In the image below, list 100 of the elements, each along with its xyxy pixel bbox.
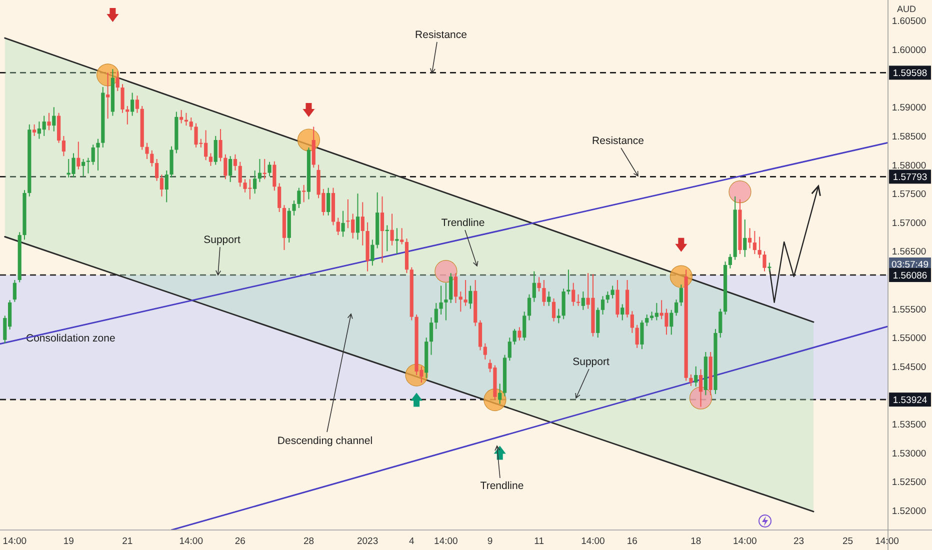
candlestick bbox=[600, 296, 605, 316]
candlestick bbox=[566, 269, 570, 295]
annotation: Resistance bbox=[592, 135, 644, 147]
candlestick bbox=[370, 239, 374, 266]
candlestick bbox=[694, 366, 698, 388]
candlestick bbox=[635, 324, 639, 348]
x-tick-label: 9 bbox=[487, 536, 493, 547]
candlestick bbox=[606, 291, 610, 304]
candlestick bbox=[189, 117, 193, 131]
x-tick-label: 14:00 bbox=[581, 536, 605, 547]
candlestick bbox=[155, 158, 159, 182]
candlestick bbox=[522, 311, 526, 341]
candlestick bbox=[126, 106, 130, 125]
candlestick bbox=[106, 72, 110, 120]
y-tick-label: 1.53000 bbox=[892, 448, 926, 460]
y-axis-title: AUD bbox=[897, 4, 916, 14]
candlestick bbox=[718, 308, 722, 338]
candlestick bbox=[12, 279, 16, 302]
candlestick bbox=[743, 218, 747, 258]
candlestick bbox=[356, 193, 360, 240]
candlestick bbox=[679, 284, 683, 306]
candlestick bbox=[297, 187, 301, 208]
candlestick bbox=[620, 304, 624, 321]
y-tick-label: 1.54500 bbox=[892, 362, 926, 373]
x-tick-label: 14:00 bbox=[2, 536, 27, 547]
band-label: Consolidation zone bbox=[26, 332, 116, 344]
x-tick-label: 14:00 bbox=[434, 536, 458, 547]
candlestick bbox=[572, 282, 576, 306]
candlestick bbox=[32, 124, 36, 136]
candlestick bbox=[728, 254, 732, 269]
candlestick bbox=[238, 161, 242, 188]
candlestick bbox=[439, 285, 443, 316]
x-tick-label: 14:00 bbox=[875, 536, 899, 547]
candlestick bbox=[670, 309, 674, 336]
candlestick bbox=[762, 250, 766, 272]
candlestick bbox=[630, 310, 634, 334]
candlestick bbox=[640, 320, 644, 350]
point bbox=[106, 8, 119, 22]
candlestick bbox=[218, 128, 222, 162]
y-tick-label: 1.58500 bbox=[892, 131, 926, 142]
x-tick-label: 28 bbox=[303, 536, 314, 547]
y-tick-label: 1.59000 bbox=[892, 102, 926, 114]
annotation: Support bbox=[572, 356, 610, 368]
x-tick-label: 14:00 bbox=[732, 536, 757, 547]
candlestick bbox=[537, 276, 541, 292]
candlestick bbox=[689, 374, 693, 386]
x-tick-label: 21 bbox=[122, 536, 133, 547]
candlestick bbox=[527, 294, 532, 321]
x-tick-label: 19 bbox=[63, 536, 74, 547]
candlestick bbox=[145, 142, 149, 160]
text: 03:57:49 bbox=[892, 260, 928, 270]
y-tick-label: 1.52500 bbox=[892, 477, 926, 488]
candlestick bbox=[47, 112, 51, 131]
x-tick-label: 16 bbox=[626, 536, 638, 547]
point bbox=[410, 392, 423, 407]
candlestick bbox=[62, 135, 66, 157]
candlestick bbox=[581, 291, 585, 310]
candlestick bbox=[360, 202, 364, 246]
candlestick bbox=[180, 110, 184, 124]
x-tick-label: 18 bbox=[690, 536, 702, 547]
candlestick bbox=[542, 279, 546, 306]
x-tick-label: 2023 bbox=[356, 536, 378, 547]
candlestick bbox=[326, 187, 330, 216]
candlestick bbox=[556, 308, 560, 324]
candlestick bbox=[458, 291, 462, 312]
annotation: Support bbox=[204, 234, 240, 246]
candlestick bbox=[120, 84, 124, 114]
candlestick bbox=[752, 230, 756, 255]
candlestick bbox=[395, 228, 399, 255]
x-tick-label: 4 bbox=[409, 536, 414, 547]
candlestick bbox=[130, 92, 134, 116]
candlestick bbox=[302, 184, 306, 203]
annotation: Trendline bbox=[441, 217, 485, 229]
candlestick bbox=[233, 154, 238, 172]
candlestick bbox=[674, 299, 678, 316]
candlestick bbox=[596, 307, 600, 338]
candlestick bbox=[454, 272, 458, 304]
candlestick bbox=[449, 272, 453, 304]
candlestick bbox=[498, 383, 502, 404]
candlestick bbox=[758, 236, 762, 259]
candlestick bbox=[610, 285, 614, 299]
candlestick bbox=[434, 302, 438, 330]
annotation: Resistance bbox=[415, 29, 468, 41]
ref-line-label: 1.53924 bbox=[892, 395, 928, 406]
candlestick bbox=[552, 298, 556, 322]
candlestick bbox=[400, 228, 404, 245]
candlestick bbox=[82, 158, 86, 177]
candlestick bbox=[214, 135, 218, 166]
candlestick bbox=[52, 106, 56, 132]
candlestick bbox=[272, 160, 276, 192]
candlestick bbox=[116, 70, 120, 92]
candlestick bbox=[468, 285, 472, 310]
y-tick-label: 1.56500 bbox=[892, 246, 926, 258]
ref-line-label: 1.57793 bbox=[892, 172, 928, 184]
ref-line-label: 1.59598 bbox=[892, 68, 928, 80]
candlestick bbox=[258, 158, 262, 183]
y-tick-label: 1.55500 bbox=[892, 304, 926, 316]
x-tick-label: 14:00 bbox=[179, 536, 204, 547]
candlestick bbox=[698, 368, 703, 408]
x-tick-label: 11 bbox=[534, 536, 544, 547]
